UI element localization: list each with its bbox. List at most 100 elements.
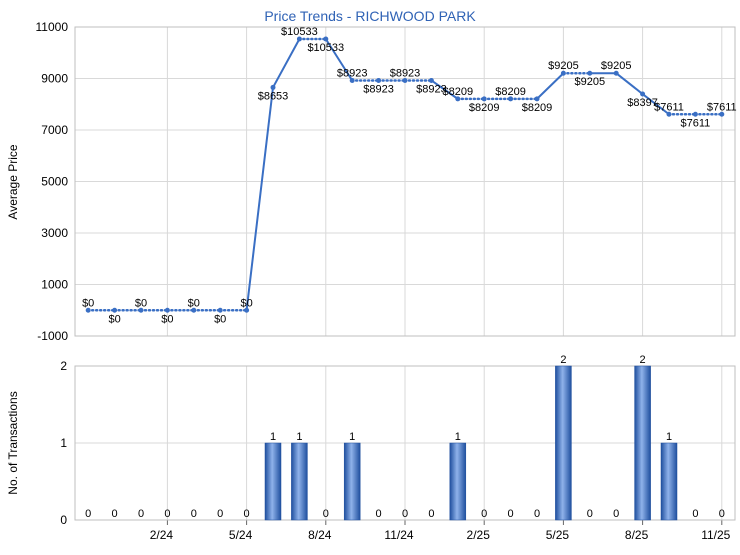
price-y-tick-label: 11000: [36, 20, 69, 34]
x-tick-label: 8/25: [625, 528, 649, 542]
tx-bar-label: 0: [534, 508, 540, 520]
price-data-label: $8653: [258, 90, 289, 102]
price-point: [402, 77, 408, 83]
price-point: [296, 36, 302, 42]
price-y-tick-label: 3000: [41, 226, 68, 240]
price-point: [244, 307, 250, 313]
price-data-label: $8923: [337, 67, 368, 79]
price-segment: [615, 72, 644, 96]
price-y-tick-label: 9000: [41, 72, 68, 86]
price-data-label: $8923: [416, 83, 447, 95]
x-tick-label: 2/24: [150, 528, 174, 542]
tx-bar-label: 0: [613, 508, 619, 520]
price-point: [692, 111, 698, 117]
price-point: [112, 307, 118, 313]
tx-bar-label: 0: [112, 508, 118, 520]
price-data-label: $0: [188, 297, 200, 309]
tx-bar-label: 0: [191, 508, 197, 520]
tx-bar-label: 2: [640, 354, 646, 366]
x-tick-label: 5/25: [546, 528, 570, 542]
tx-y-tick-label: 2: [60, 359, 67, 373]
x-tick-label: 5/24: [229, 528, 253, 542]
tx-bar-label: 0: [402, 508, 408, 520]
price-y-tick-label: 7000: [41, 123, 68, 137]
price-segment: [536, 72, 565, 100]
tx-bar: [555, 365, 572, 521]
tx-bar: [291, 442, 308, 521]
price-axes: -1000 1000 3000 5000 7000 9000 11000: [36, 20, 736, 343]
price-data-label: $9205: [601, 60, 632, 72]
price-data-label: $0: [108, 313, 120, 325]
price-point: [534, 96, 540, 102]
tx-bar-label: 0: [587, 508, 593, 520]
price-data-label: $8923: [363, 83, 394, 95]
price-data-label: $8209: [495, 86, 526, 98]
price-data-label: $0: [135, 297, 147, 309]
price-point: [560, 70, 566, 76]
tx-bar-label: 1: [270, 431, 276, 443]
x-tick-label: 8/24: [308, 528, 332, 542]
price-point: [138, 307, 144, 313]
price-point: [455, 96, 461, 102]
price-point: [508, 96, 514, 102]
price-point: [217, 307, 223, 313]
price-plot-frame: [74, 26, 736, 337]
tx-bar-label: 0: [376, 508, 382, 520]
price-point: [666, 111, 672, 117]
tx-bar-label: 0: [85, 508, 91, 520]
price-data-label: $8209: [469, 102, 500, 114]
tx-y-axis-label: No. of Transactions: [6, 391, 20, 494]
price-segment: [245, 86, 274, 312]
price-data-label: $0: [214, 313, 226, 325]
price-point: [323, 36, 329, 42]
price-point: [587, 70, 593, 76]
tx-bar: [264, 442, 282, 521]
tx-bar: [343, 442, 361, 521]
tx-bar-label: 0: [138, 508, 144, 520]
tx-bar-label: 0: [428, 508, 434, 520]
tx-bar-label: 0: [217, 508, 223, 520]
price-data-label: $7611: [654, 101, 684, 113]
price-point: [613, 70, 619, 76]
price-data-label: $8397: [627, 97, 658, 109]
price-data-label: $7611: [681, 117, 711, 129]
price-point: [719, 111, 725, 117]
price-data-label: $9205: [548, 60, 579, 72]
price-data-label: $8923: [390, 67, 421, 79]
tx-bar-label: 0: [323, 508, 329, 520]
price-series: $0 $0 $0 $0 $0 $0 $0 $8653 $10533 $10533 $8923 $892…: [82, 26, 737, 325]
tx-bar-label: 0: [244, 508, 250, 520]
tx-axes: 0 1 2 2/24 5/24 8/24 11/24 2/25 5/25 8/25 11/25: [60, 359, 736, 542]
price-data-label: $9205: [575, 76, 606, 88]
price-point: [481, 96, 487, 102]
price-y-tick-label: 5000: [41, 175, 68, 189]
price-point: [428, 77, 434, 83]
price-segment: [641, 93, 670, 116]
tx-bar-label: 0: [164, 508, 170, 520]
tx-bar-label: 0: [508, 508, 514, 520]
price-segment: [324, 38, 354, 82]
price-data-label: $10533: [307, 42, 344, 54]
tx-bar-label: 1: [349, 431, 355, 443]
tx-bar-label: 0: [481, 508, 487, 520]
tx-y-tick-label: 1: [60, 436, 67, 450]
price-y-tick-label: -1000: [37, 329, 68, 343]
x-tick-label: 2/25: [467, 528, 491, 542]
price-data-label: $8209: [522, 102, 553, 114]
tx-bar: [634, 365, 651, 521]
price-point: [349, 77, 355, 83]
price-data-label: $0: [161, 313, 173, 325]
x-tick-label: 11/25: [701, 528, 730, 542]
price-point: [164, 307, 170, 313]
tx-bars: 0 0 0 0 0 0 0 1 1 0 1 0 0 0 1 0 0 0 2 0 0 2 1 0 0: [85, 354, 725, 521]
price-data-label: $7611: [707, 101, 737, 113]
tx-bar-label: 1: [666, 431, 672, 443]
price-data-label: $0: [240, 297, 252, 309]
price-data-label: $0: [82, 297, 94, 309]
tx-bar: [449, 442, 467, 521]
price-segment: [272, 38, 301, 89]
price-point: [270, 84, 276, 90]
tx-plot-frame: [74, 365, 736, 521]
